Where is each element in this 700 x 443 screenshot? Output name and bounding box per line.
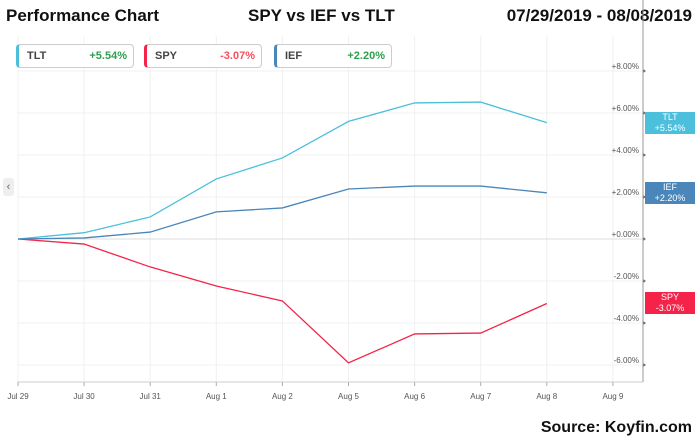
series-line-spy <box>17 238 548 364</box>
y-tick <box>643 69 646 73</box>
legend-item-ief[interactable]: IEF +2.20% <box>274 44 392 68</box>
legend-change: +5.54% <box>89 50 127 62</box>
x-tick-label: Aug 7 <box>470 392 491 401</box>
x-tick-label: Aug 9 <box>602 392 623 401</box>
legend-name: SPY <box>155 50 178 62</box>
y-tick-label: +6.00% <box>612 104 639 113</box>
x-tick-label: Aug 6 <box>404 392 425 401</box>
y-tick <box>643 153 646 157</box>
series-line-tlt <box>17 101 547 240</box>
y-tick <box>643 363 646 367</box>
price-tag-change: +2.20% <box>654 192 686 203</box>
legend-item-spy[interactable]: SPY -3.07% <box>144 44 262 68</box>
price-tag-change: -3.07% <box>655 303 685 314</box>
chart-title: SPY vs IEF vs TLT <box>248 6 395 25</box>
price-tag-name: SPY <box>660 292 679 303</box>
price-tag-name: TLT <box>662 111 678 122</box>
legend-name: IEF <box>285 50 303 62</box>
date-range: 07/29/2019 - 08/08/2019 <box>506 6 692 25</box>
y-tick-label: +0.00% <box>612 230 639 239</box>
x-tick-label: Jul 29 <box>7 392 29 401</box>
price-tag-name: IEF <box>662 181 677 192</box>
legend-change: -3.07% <box>220 50 255 62</box>
y-tick-label: -2.00% <box>614 272 639 281</box>
y-tick-label: -4.00% <box>614 314 639 323</box>
chevron-left-icon[interactable]: ‹ <box>3 178 14 196</box>
x-tick-label: Aug 8 <box>536 392 557 401</box>
chart-label: Performance Chart <box>6 6 160 25</box>
y-tick <box>643 195 646 199</box>
x-tick-label: Aug 5 <box>338 392 359 401</box>
y-tick <box>643 237 646 241</box>
series-line-ief <box>17 185 547 240</box>
price-tag-ief: IEF +2.20% <box>645 181 695 204</box>
price-tag-tlt: TLT +5.54% <box>645 111 695 134</box>
y-tick-label: +4.00% <box>612 146 639 155</box>
x-tick-label: Aug 2 <box>272 392 293 401</box>
price-tag-change: +5.54% <box>654 122 686 133</box>
y-tick <box>643 321 646 325</box>
x-tick-label: Jul 31 <box>140 392 162 401</box>
legend-name: TLT <box>27 50 47 62</box>
legend-item-tlt[interactable]: TLT +5.54% <box>16 44 134 68</box>
x-tick-label: Jul 30 <box>73 392 95 401</box>
y-tick-label: +2.00% <box>612 188 639 197</box>
price-tag-spy: SPY -3.07% <box>645 292 695 315</box>
source-label: Source: Koyfin.com <box>540 419 692 436</box>
y-tick <box>643 279 646 283</box>
y-tick-label: -6.00% <box>614 356 639 365</box>
legend-change: +2.20% <box>347 50 385 62</box>
x-tick-label: Aug 1 <box>206 392 227 401</box>
y-tick <box>643 111 646 115</box>
y-tick-label: +8.00% <box>612 62 639 71</box>
